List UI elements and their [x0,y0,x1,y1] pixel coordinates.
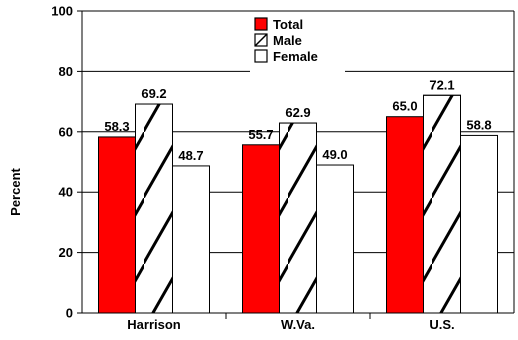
y-tick-label: 80 [59,64,73,79]
data-label: 72.1 [429,77,454,92]
data-label: 69.2 [141,86,166,101]
y-tick-label: 100 [51,4,73,19]
legend-label: Male [273,33,302,48]
bar-hatch-pattern [279,122,317,314]
data-label: 58.3 [104,119,129,134]
axes: 0 20 40 60 80 100 Harrison W.Va. U.S. [51,4,515,332]
x-category-label: W.Va. [281,317,315,332]
bar-female [460,134,498,314]
bar-female [316,164,354,314]
data-label: 49.0 [322,147,347,162]
legend-swatch-hatch [254,33,268,47]
legend-label: Total [273,17,303,32]
x-category-label: U.S. [429,317,454,332]
data-label: 62.9 [285,105,310,120]
data-label: 58.8 [466,117,491,132]
bar-hatch-pattern [423,94,461,314]
bar-female [172,165,210,314]
data-label: 55.7 [248,127,273,142]
y-tick-label: 60 [59,124,73,139]
bar-total [386,116,424,314]
y-axis-title: Percent [8,167,23,215]
legend-label: Female [273,49,318,64]
y-tick-label: 0 [66,306,73,321]
bar-total [242,144,280,314]
bar-total [98,136,136,314]
y-tick-label: 20 [59,245,73,260]
x-category-label: Harrison [127,317,181,332]
bar-hatch-pattern [135,103,173,314]
data-labels: 58.3 69.2 48.7 55.7 62.9 49.0 65.0 72.1 58.8 [104,77,491,163]
data-label: 48.7 [178,148,203,163]
legend-swatch-female [254,49,268,63]
legend-swatch-total [254,17,268,31]
bars [98,94,498,314]
y-tick-label: 40 [59,185,73,200]
data-label: 65.0 [392,99,417,114]
